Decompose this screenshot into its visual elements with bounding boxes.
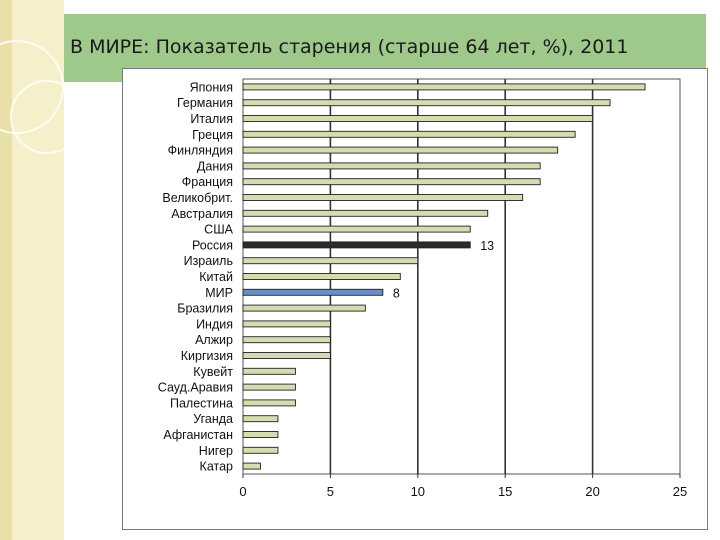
decorative-circle	[10, 80, 84, 154]
category-label: Палестина	[170, 396, 233, 410]
bar	[242, 462, 261, 470]
bar	[242, 415, 279, 423]
chart-frame: 0 5 10 15 20 25 Япония Германия Италия Греция Финл…	[122, 68, 708, 530]
category-label: Кувейт	[193, 365, 233, 379]
category-label: Бразилия	[177, 302, 233, 316]
bar	[242, 336, 331, 344]
left-strip	[0, 0, 12, 540]
bar	[242, 99, 611, 107]
bar	[242, 383, 296, 391]
x-tick-label: 20	[585, 484, 599, 499]
bar	[242, 352, 331, 359]
x-tick-label: 5	[327, 484, 334, 499]
bar	[242, 446, 279, 454]
bar	[242, 194, 524, 201]
bar	[242, 178, 541, 186]
data-label: 8	[393, 286, 400, 300]
bar	[242, 83, 646, 91]
x-tick-label: 0	[239, 484, 246, 499]
x-tick-label: 25	[673, 484, 687, 499]
category-label: Дания	[197, 159, 233, 173]
slide-title: В МИРЕ: Показатель старения (старше 64 л…	[70, 36, 629, 58]
bar	[242, 273, 401, 280]
category-label: Нигер	[199, 444, 233, 458]
category-label: Финляндия	[168, 144, 233, 158]
category-label: Киргизия	[181, 349, 233, 363]
bar	[242, 431, 279, 438]
category-label: Афганистан	[163, 428, 233, 442]
bar	[242, 241, 471, 249]
category-label: Алжир	[195, 333, 233, 347]
category-label: США	[204, 223, 233, 237]
bar	[242, 130, 576, 138]
x-tick-label: 15	[498, 484, 512, 499]
category-label: Китай	[199, 270, 233, 284]
bar	[242, 288, 384, 296]
category-label: Австралия	[171, 207, 233, 221]
bar	[242, 209, 489, 217]
bar	[242, 225, 471, 233]
bar	[242, 367, 296, 375]
bar	[242, 115, 594, 122]
category-label: Израиль	[184, 254, 233, 268]
category-label: Сауд.Аравия	[158, 381, 233, 395]
bar	[242, 320, 331, 328]
bar	[242, 146, 559, 154]
bar	[242, 399, 296, 407]
data-label: 13	[480, 239, 494, 253]
bar	[242, 162, 541, 170]
category-label: Уганда	[193, 412, 233, 426]
category-label: Греция	[192, 128, 233, 142]
category-label: Катар	[200, 460, 233, 474]
bar	[242, 257, 419, 265]
category-label: Великобрит.	[162, 191, 233, 205]
category-label: Германия	[177, 96, 233, 110]
category-label: Россия	[192, 238, 233, 252]
bar	[242, 304, 366, 312]
x-tick-label: 10	[411, 484, 425, 499]
category-label: Франция	[182, 175, 233, 189]
category-label: Италия	[190, 112, 233, 126]
category-label: Индия	[196, 317, 233, 331]
category-label: МИР	[205, 286, 233, 300]
bar-chart: 0 5 10 15 20 25 Япония Германия Италия Греция Финл…	[158, 78, 687, 499]
category-label: Япония	[190, 80, 233, 94]
